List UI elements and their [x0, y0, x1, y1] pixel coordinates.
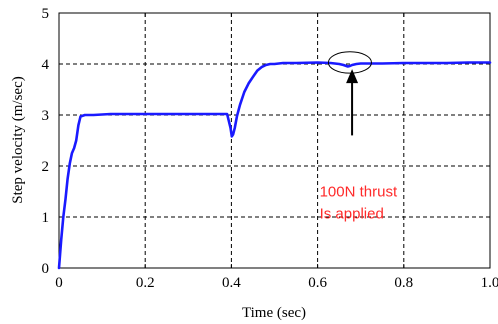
highlight-ellipse — [327, 51, 372, 74]
annotation-text-line: 100N thrust — [320, 184, 398, 201]
x-tick-labels: 0 0.2 0.4 0.6 0.8 1.0 — [55, 275, 498, 291]
y-tick-label: 3 — [42, 108, 50, 124]
y-tick-labels: 0 1 2 3 4 5 — [42, 6, 50, 277]
series-layer — [57, 61, 492, 270]
y-tick-label: 4 — [42, 57, 50, 73]
x-tick-label: 1.0 — [481, 275, 498, 291]
annotation-text-line: Is applied — [320, 206, 384, 223]
annotation-arrow-head — [346, 69, 359, 84]
x-tick-label: 0.2 — [136, 275, 155, 291]
x-tick-label: 0.4 — [222, 275, 241, 291]
x-tick-label: 0 — [55, 275, 63, 291]
y-tick-label: 0 — [42, 261, 50, 277]
y-tick-label: 2 — [42, 159, 50, 175]
x-tick-label: 0.8 — [394, 275, 413, 291]
y-tick-label: 1 — [42, 210, 50, 226]
annotation: 100N thrust Is applied — [320, 51, 398, 223]
axis-ticks — [58, 12, 491, 269]
annotation-text: 100N thrust Is applied — [320, 184, 398, 223]
y-axis-title: Step velocity (m/sec) — [10, 76, 26, 203]
velocity-series-line — [57, 61, 492, 270]
grid-lines — [59, 13, 490, 268]
y-tick-label: 5 — [42, 6, 50, 22]
x-axis-title: Time (sec) — [242, 305, 306, 321]
x-tick-label: 0.6 — [308, 275, 327, 291]
plot-area-frame — [58, 12, 491, 269]
